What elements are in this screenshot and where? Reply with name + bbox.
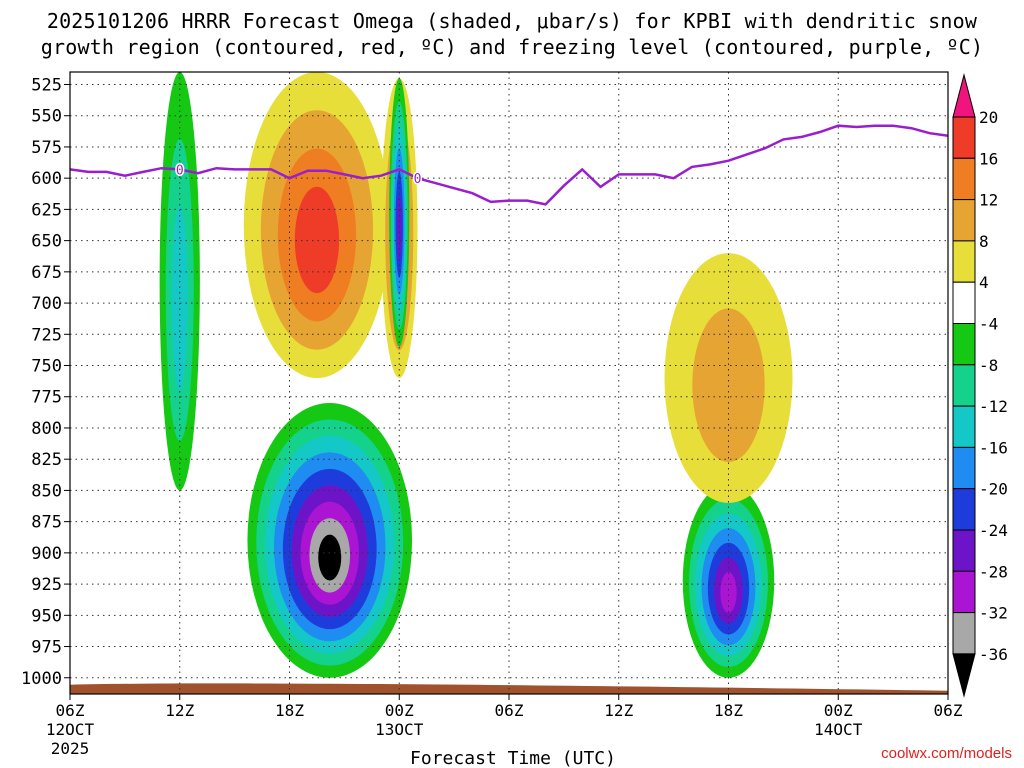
y-tick-label: 550: [31, 107, 62, 127]
title-line-2: growth region (contoured, red, ºC) and f…: [40, 35, 984, 59]
y-tick-label: 850: [31, 481, 62, 501]
x-axis-label: Forecast Time (UTC): [410, 748, 616, 768]
y-tick-label: 525: [31, 75, 62, 95]
site-credit: coolwx.com/models: [881, 745, 1012, 762]
x-tick-label: 12Z: [604, 701, 633, 720]
y-tick-label: 600: [31, 169, 62, 189]
y-tick-label: 925: [31, 575, 62, 595]
colorbar-label: -8: [979, 356, 998, 375]
colorbar-bin: [952, 570, 976, 614]
colorbar-label: 20: [979, 108, 998, 127]
colorbar-top-arrow: [952, 73, 976, 118]
colorbar-label: -36: [979, 645, 1008, 664]
colorbar-label: 8: [979, 232, 989, 251]
grid-lines: [69, 72, 949, 694]
y-tick-label: 975: [31, 638, 62, 658]
y-tick-label: 750: [31, 357, 62, 377]
x-tick-label: 12Z: [165, 701, 194, 720]
freezing-level-line: [69, 124, 949, 206]
colorbar-bin: [952, 240, 976, 283]
y-tick-label: 775: [31, 388, 62, 408]
colorbar-bin: [952, 199, 976, 242]
freezing-level-label-1: 0: [414, 172, 422, 187]
colorbar-bin: [952, 529, 976, 572]
pressure-axis: 525 550 575 600 625 650 675 700 725 750 775 800 825 8…: [21, 75, 70, 689]
colorbar-label: -24: [979, 521, 1008, 540]
omega-level-8: [692, 308, 765, 463]
colorbar-label: -28: [979, 562, 1008, 581]
colorbar-bin: [952, 446, 976, 490]
colorbar: 20 16 12 8 4 -4 -8 -12 -16 -20 -24 -28 -32 -36: [952, 73, 1008, 698]
freezing-level-contour: 00: [69, 124, 949, 206]
omega-level--24: [397, 195, 402, 261]
x-tick-label: 06Z: [56, 701, 85, 720]
colorbar-label: 16: [979, 149, 998, 168]
y-tick-label: 650: [31, 232, 62, 252]
colorbar-label: 4: [979, 273, 989, 292]
colorbar-bin: [952, 612, 976, 655]
y-tick-label: 1000: [21, 669, 62, 689]
x-tick-date: 14OCT: [814, 720, 863, 739]
colorbar-bin: [952, 364, 976, 407]
x-tick-label: 18Z: [275, 701, 304, 720]
omega-shading: [159, 71, 793, 678]
y-tick-label: 825: [31, 450, 62, 470]
colorbar-bottom-arrow: [952, 653, 976, 698]
x-tick-label: 06Z: [495, 701, 524, 720]
colorbar-label: -20: [979, 480, 1008, 499]
omega-feature-updraft-20z-low: [247, 402, 413, 678]
colorbar-bin: [952, 116, 976, 159]
colorbar-bin: [952, 281, 976, 325]
y-tick-label: 950: [31, 606, 62, 626]
y-tick-label: 875: [31, 513, 62, 533]
x-tick-date: 13OCT: [375, 720, 424, 739]
omega-level--36: [318, 534, 342, 581]
freezing-level-label-0: 0: [176, 163, 184, 178]
y-tick-label: 675: [31, 263, 62, 283]
y-tick-label: 800: [31, 419, 62, 439]
colorbar-label: -12: [979, 397, 1008, 416]
colorbar-bin: [952, 157, 976, 201]
x-tick-label: 00Z: [824, 701, 853, 720]
y-tick-label: 700: [31, 294, 62, 314]
y-tick-label: 625: [31, 200, 62, 220]
colorbar-bin: [952, 405, 976, 448]
x-tick-year: 2025: [51, 739, 90, 758]
x-tick-date: 12OCT: [46, 720, 95, 739]
colorbar-bin: [952, 488, 976, 531]
colorbar-label: -32: [979, 604, 1008, 623]
colorbar-label: -4: [979, 315, 998, 334]
omega-feature-yellow-plume-18z-20z: [243, 72, 391, 379]
colorbar-label: -16: [979, 438, 1008, 457]
omega-feature-yellow-day2-midlevel: [664, 253, 793, 503]
omega-level--28: [720, 572, 737, 613]
x-tick-label: 00Z: [385, 701, 414, 720]
omega-level-16: [294, 186, 340, 294]
colorbar-bin: [952, 323, 976, 366]
colorbar-label: 12: [979, 191, 998, 210]
x-tick-label: 18Z: [714, 701, 743, 720]
title-line-1: 2025101206 HRRR Forecast Omega (shaded, …: [46, 9, 978, 33]
x-tick-label: 06Z: [934, 701, 963, 720]
y-tick-label: 575: [31, 138, 62, 158]
omega-feature-updraft-00z-narrow: [389, 78, 410, 347]
y-tick-label: 900: [31, 544, 62, 564]
chart-title: 2025101206 HRRR Forecast Omega (shaded, …: [0, 8, 1024, 60]
y-tick-label: 725: [31, 325, 62, 345]
